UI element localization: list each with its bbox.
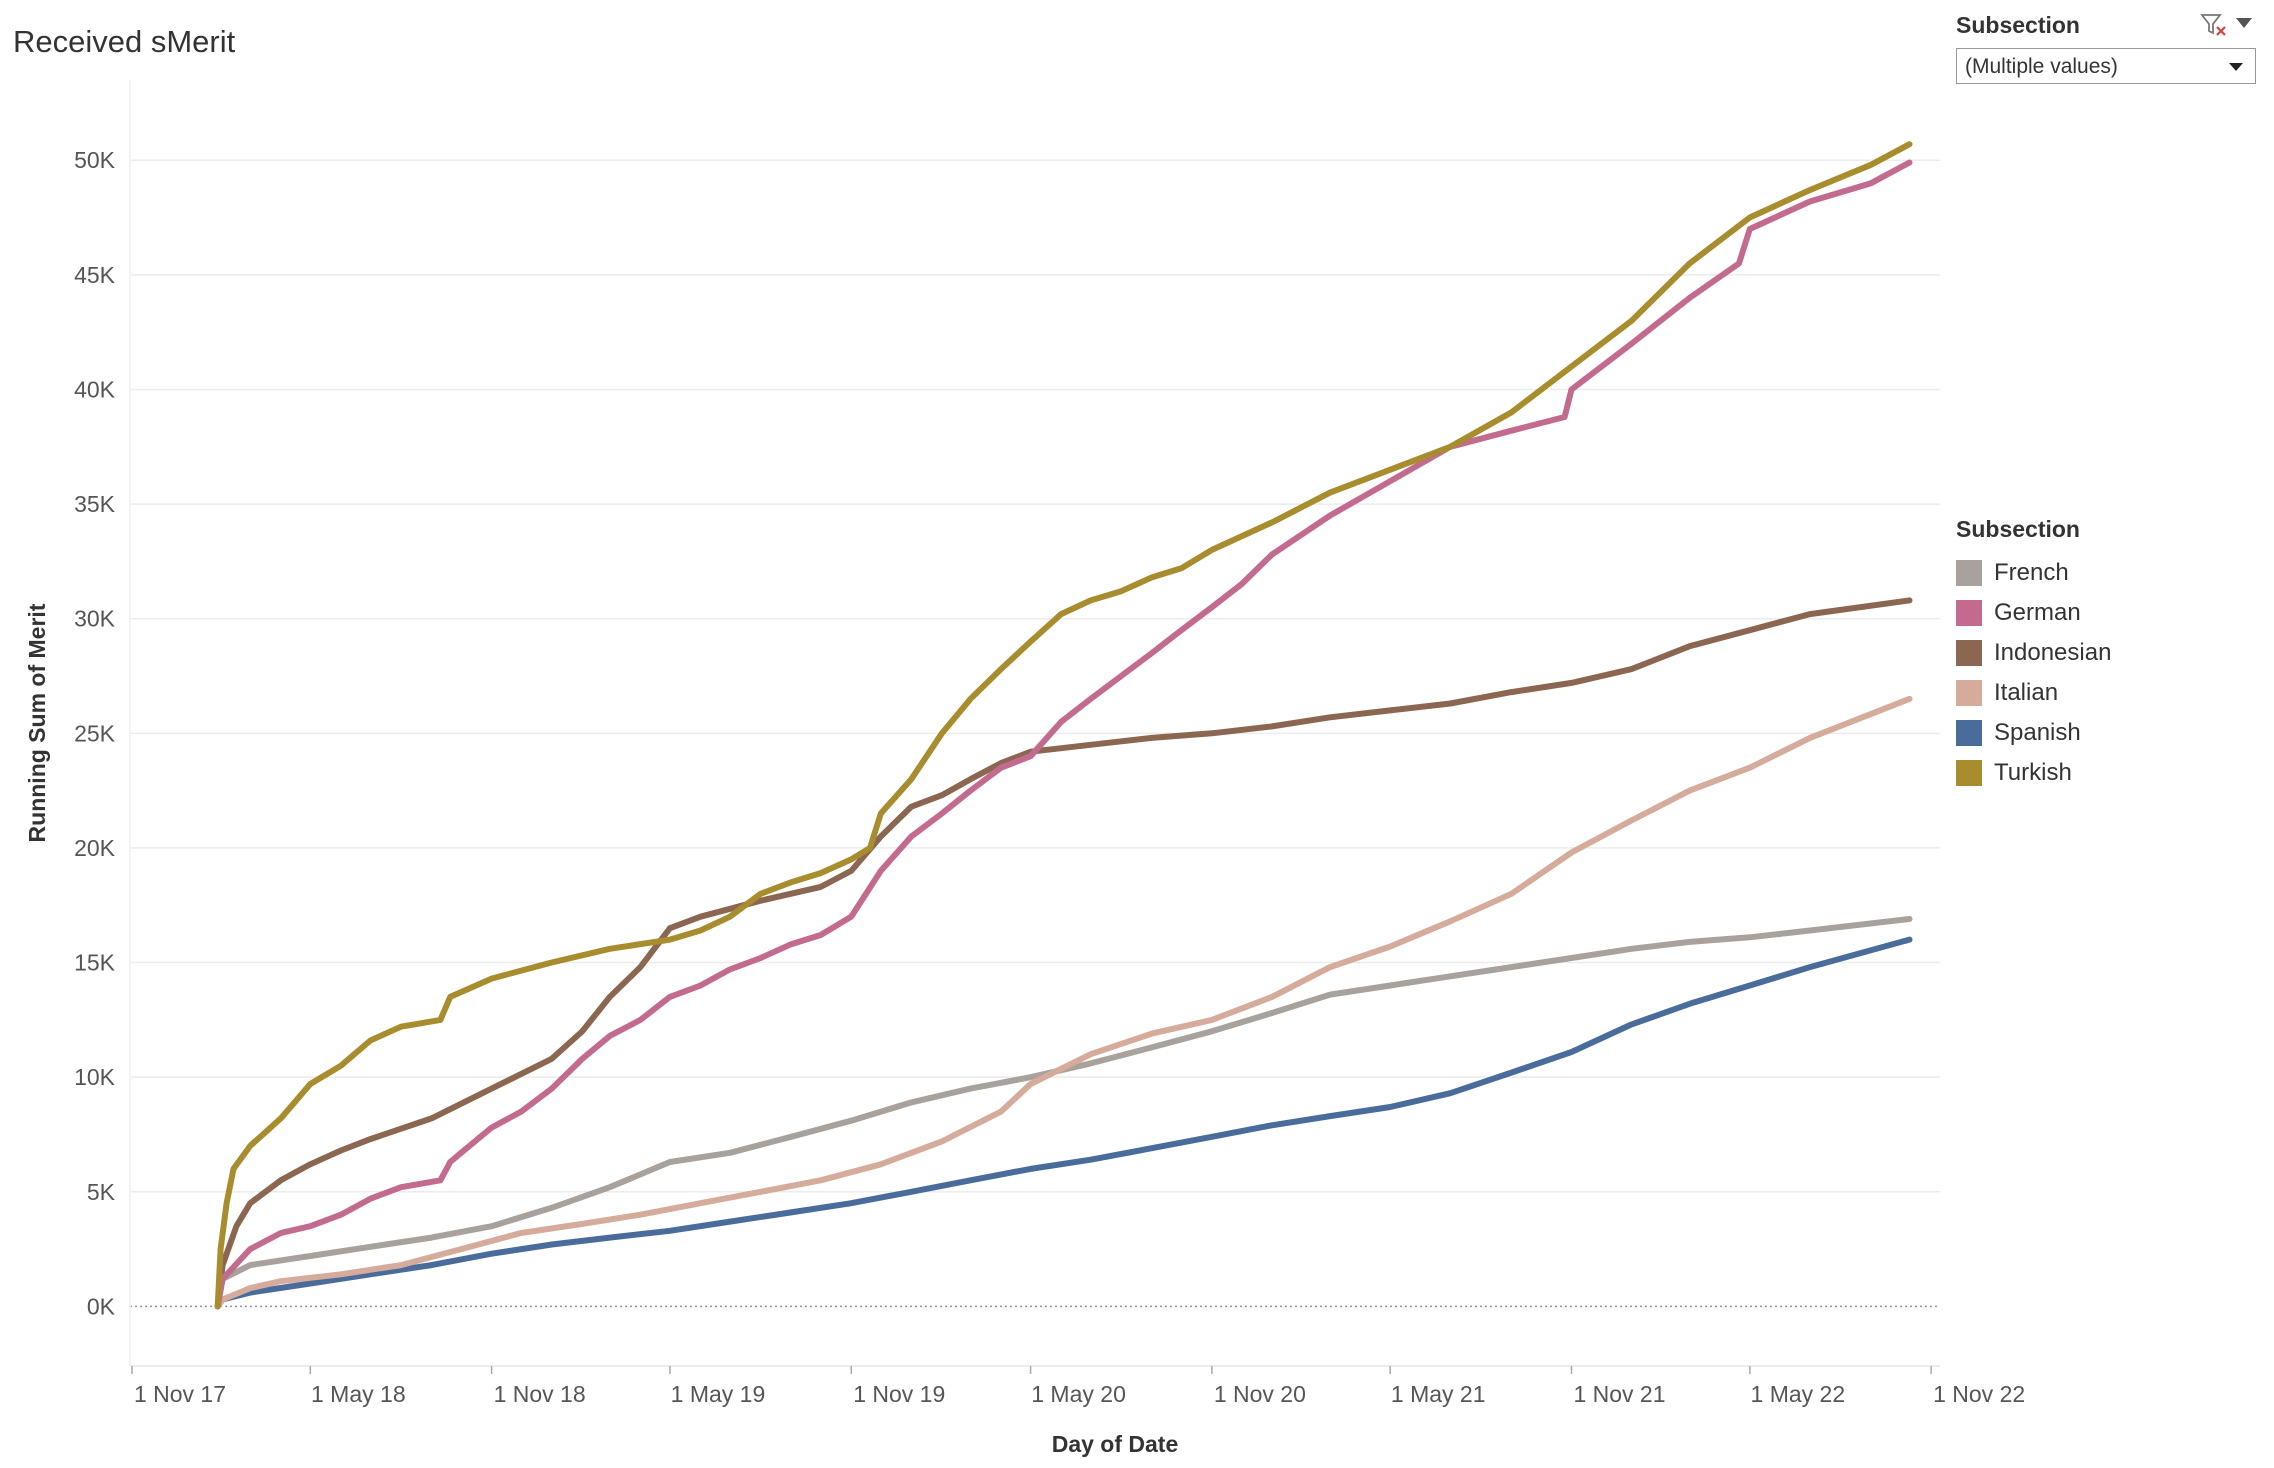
y-tick-label: 40K [74, 376, 116, 402]
chevron-down-icon[interactable] [2236, 18, 2252, 28]
legend-item-french[interactable]: French [1956, 553, 2111, 593]
legend-label: German [1994, 599, 2081, 626]
x-tick-label: 1 Nov 21 [1573, 1381, 1665, 1407]
y-tick-label: 20K [74, 835, 116, 861]
legend-swatch [1956, 560, 1982, 586]
legend-swatch [1956, 720, 1982, 746]
y-tick-label: 0K [87, 1293, 116, 1319]
series-line-indonesian[interactable] [214, 597, 1913, 1310]
legend-label: Turkish [1994, 759, 2072, 786]
y-axis-title: Running Sum of Merit [24, 603, 50, 842]
y-tick-label: 30K [74, 606, 116, 632]
y-tick-label: 5K [87, 1179, 116, 1205]
x-tick-label: 1 Nov 19 [853, 1381, 945, 1407]
legend-item-german[interactable]: German [1956, 593, 2111, 633]
legend-item-spanish[interactable]: Spanish [1956, 713, 2111, 753]
y-tick-label: 50K [74, 147, 116, 173]
legend-swatch [1956, 680, 1982, 706]
chart-title: Received sMerit [13, 24, 236, 59]
legend-label: Italian [1994, 679, 2059, 706]
dropdown-selected-value: (Multiple values) [1965, 55, 2118, 78]
legend-item-indonesian[interactable]: Indonesian [1956, 633, 2111, 673]
x-tick-label: 1 Nov 17 [134, 1381, 226, 1407]
legend-label: Spanish [1994, 719, 2081, 746]
legend-label: Indonesian [1994, 639, 2112, 666]
y-tick-label: 45K [74, 262, 116, 288]
dropdown-arrow-icon[interactable] [2229, 63, 2243, 71]
filter-clear-icon[interactable] [2200, 12, 2228, 38]
series-line-italian[interactable] [214, 695, 1913, 1310]
x-tick-label: 1 May 22 [1751, 1381, 1846, 1407]
legend-swatch [1956, 600, 1982, 626]
x-tick-label: 1 May 20 [1031, 1381, 1126, 1407]
legend-item-italian[interactable]: Italian [1956, 673, 2111, 713]
x-axis-title: Day of Date [1052, 1431, 1179, 1457]
x-tick-label: 1 Nov 20 [1214, 1381, 1306, 1407]
legend-swatch [1956, 760, 1982, 786]
series-lines [214, 141, 1913, 1310]
legend: Subsection French German Indonesian Italian… [1956, 516, 2111, 793]
y-tick-label: 35K [74, 491, 116, 517]
y-tick-label: 10K [74, 1064, 116, 1090]
legend-items: French German Indonesian Italian Spanish Turk… [1956, 553, 2111, 793]
legend-item-turkish[interactable]: Turkish [1956, 753, 2111, 793]
y-tick-label: 15K [74, 950, 116, 976]
x-tick-label: 1 May 19 [671, 1381, 766, 1407]
x-tick-label: 1 Nov 22 [1933, 1381, 2025, 1407]
series-line-spanish[interactable] [214, 936, 1913, 1310]
gridlines [130, 159, 1940, 1308]
series-line-german[interactable] [214, 159, 1913, 1310]
x-tick-label: 1 May 21 [1391, 1381, 1486, 1407]
y-tick-label: 25K [74, 720, 116, 746]
subsection-filter-dropdown[interactable]: (Multiple values) [1956, 48, 2256, 84]
legend-swatch [1956, 640, 1982, 666]
legend-title: Subsection [1956, 516, 2080, 542]
axes: 0K 5K 10K 15K 20K 25K 30K 35K 40K 45K 50K 1 Nov 17 1… [24, 80, 2025, 1457]
x-tick-label: 1 Nov 18 [494, 1381, 586, 1407]
x-tick-label: 1 May 18 [311, 1381, 406, 1407]
legend-label: French [1994, 559, 2069, 586]
series-line-turkish[interactable] [214, 141, 1913, 1310]
filter-label: Subsection [1956, 12, 2080, 38]
series-line-french[interactable] [214, 916, 1913, 1310]
